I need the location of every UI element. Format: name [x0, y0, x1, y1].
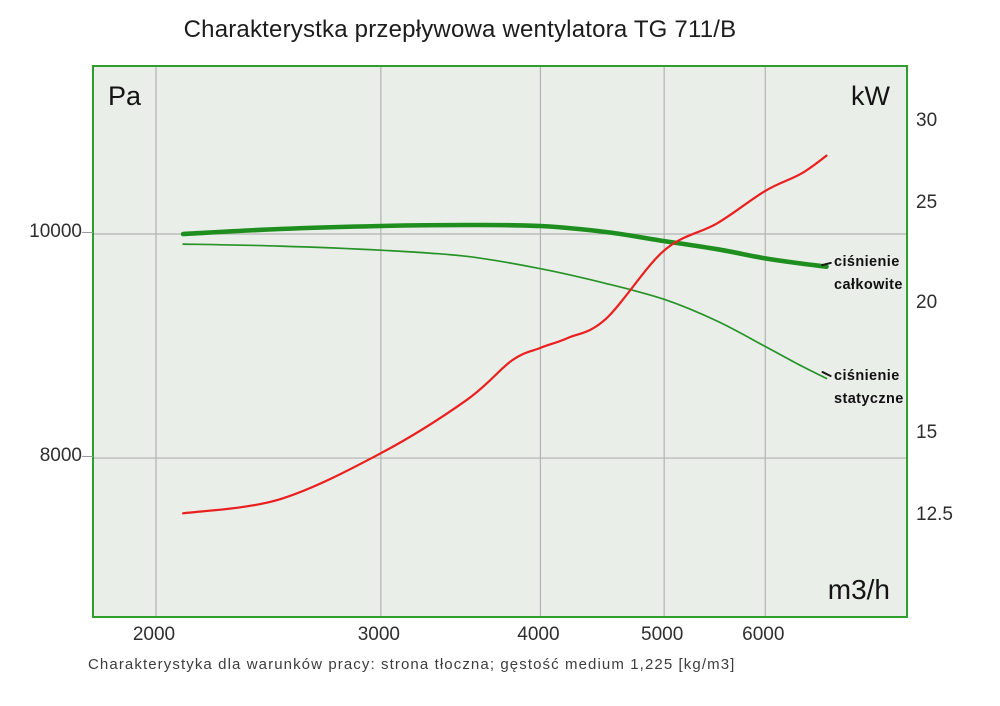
y-left-tick-8000: 8000: [39, 445, 82, 467]
x-tick-2000: 2000: [132, 624, 176, 645]
chart-title: Charakterystka przepływowa wentylatora T…: [183, 16, 737, 43]
y-right-tick-15: 15: [916, 421, 938, 443]
left-axis-unit-label: Pa: [108, 81, 142, 111]
x-axis-unit-label: m3/h: [827, 574, 890, 605]
series-label-total-line1: ciśnienie: [834, 254, 900, 270]
series-label-static-line1: ciśnienie: [834, 368, 900, 384]
cisnienie-calkowite-curve: [180, 222, 829, 269]
y-left-tickmark-8000: [82, 456, 93, 458]
y-left-tick-10000: 10000: [29, 221, 82, 242]
x-tick-3000: 3000: [357, 624, 400, 645]
cisnienie-statyczne-curve: [182, 243, 828, 380]
y-right-tick-20: 20: [916, 292, 938, 314]
y-right-tick-12.5: 12.5: [916, 503, 953, 525]
y-left-tickmark-10000: [82, 232, 93, 233]
plot-area: Pa kW m3/h ciśnienie całkowite ciśnienie…: [92, 65, 908, 618]
series-label-static-line2: statyczne: [834, 391, 904, 407]
series-label-total-line2: całkowite: [834, 277, 903, 293]
series-label-total-pressure: ciśnienie całkowite: [834, 251, 903, 297]
x-tick-6000: 6000: [742, 624, 785, 645]
series-label-static-pressure: ciśnienie statyczne: [834, 365, 904, 411]
right-axis-unit-label: kW: [851, 81, 890, 111]
x-tick-4000: 4000: [517, 624, 560, 645]
chart-caption: Charakterystyka dla warunków pracy: stro…: [88, 656, 736, 673]
x-tick-5000: 5000: [641, 624, 684, 645]
curves-canvas: [94, 67, 906, 616]
y-right-tick-30: 30: [916, 110, 938, 131]
power-curve: [182, 154, 828, 515]
y-right-tick-25: 25: [916, 192, 938, 214]
